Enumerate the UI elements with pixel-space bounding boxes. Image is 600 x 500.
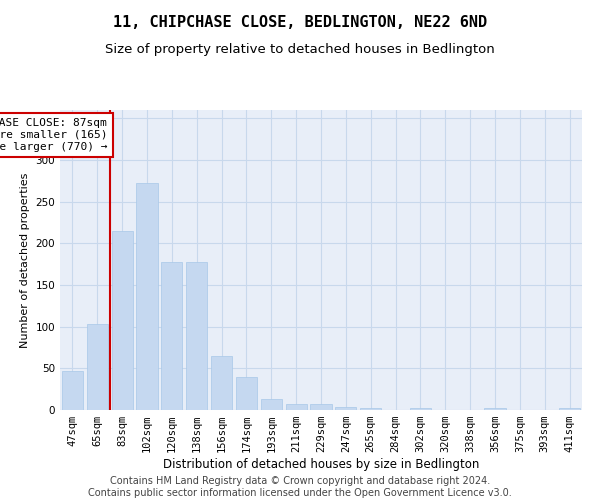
Text: 11 CHIPCHASE CLOSE: 87sqm
← 17% of detached houses are smaller (165)
82% of semi: 11 CHIPCHASE CLOSE: 87sqm ← 17% of detac… <box>0 118 107 152</box>
Bar <box>87 324 108 410</box>
X-axis label: Distribution of detached houses by size in Bedlington: Distribution of detached houses by size … <box>163 458 479 471</box>
Bar <box>286 404 307 410</box>
Bar <box>410 408 431 410</box>
Bar <box>112 231 133 410</box>
Bar <box>335 406 356 410</box>
Bar <box>261 399 282 410</box>
Bar <box>236 376 257 410</box>
Bar <box>484 408 506 410</box>
Bar <box>559 408 580 410</box>
Text: 11, CHIPCHASE CLOSE, BEDLINGTON, NE22 6ND: 11, CHIPCHASE CLOSE, BEDLINGTON, NE22 6N… <box>113 15 487 30</box>
Text: Size of property relative to detached houses in Bedlington: Size of property relative to detached ho… <box>105 42 495 56</box>
Bar <box>211 356 232 410</box>
Bar <box>62 371 83 410</box>
Text: Contains HM Land Registry data © Crown copyright and database right 2024.
Contai: Contains HM Land Registry data © Crown c… <box>88 476 512 498</box>
Bar <box>360 408 381 410</box>
Y-axis label: Number of detached properties: Number of detached properties <box>20 172 30 348</box>
Bar <box>136 184 158 410</box>
Bar <box>310 404 332 410</box>
Bar <box>186 262 207 410</box>
Bar <box>161 262 182 410</box>
